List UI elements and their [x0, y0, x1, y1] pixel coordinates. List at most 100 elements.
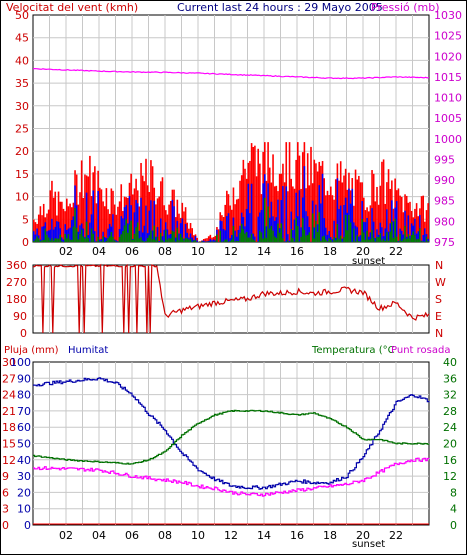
wind-speed-bar — [218, 229, 220, 242]
wind-low-bar — [87, 238, 89, 242]
wind-low-bar — [243, 229, 245, 242]
temperature-title: Temperatura (°C — [311, 345, 395, 356]
humidity-axis-tick-label: 10 — [17, 503, 31, 516]
wind-low-bar — [376, 237, 378, 242]
wind-low-bar — [417, 239, 419, 242]
wind-low-bar — [363, 232, 365, 242]
wind-average-bar — [401, 231, 403, 242]
hour-tick-label: 18 — [323, 245, 337, 258]
wind-low-bar — [246, 232, 248, 242]
wind-low-bar — [219, 231, 221, 242]
wind-speed-bar — [84, 175, 86, 242]
wind-low-bar — [330, 240, 332, 242]
wind-average-bar — [299, 190, 301, 242]
wind-average-bar — [228, 213, 230, 242]
wind-low-bar — [106, 241, 108, 242]
wind-average-bar — [191, 237, 193, 242]
wind-low-bar — [120, 234, 122, 242]
wind-low-bar — [383, 239, 385, 242]
wind-low-bar — [185, 238, 187, 242]
humidity-axis-tick-label: 50 — [17, 438, 31, 451]
wind-low-bar — [167, 240, 169, 242]
wind-average-bar — [223, 229, 225, 242]
wind-low-bar — [413, 231, 415, 242]
wind-low-bar — [328, 238, 330, 242]
wind-low-bar — [277, 224, 279, 242]
wind-speed-bar — [116, 215, 118, 242]
wind-average-bar — [327, 235, 329, 242]
wind-average-bar — [142, 232, 144, 242]
hour-tick-label: 12 — [224, 529, 238, 542]
wind-low-bar — [182, 237, 184, 242]
wind-low-bar — [323, 236, 325, 242]
wind-low-bar — [111, 232, 113, 242]
wind-low-bar — [386, 232, 388, 242]
wind-low-bar — [384, 241, 386, 242]
wind-average-bar — [196, 240, 198, 242]
wind-low-bar — [153, 226, 155, 242]
pressure-axis-tick-label: 1020 — [434, 50, 462, 63]
wind-low-bar — [183, 240, 185, 242]
wind-average-bar — [104, 237, 106, 242]
wind-low-bar — [162, 240, 164, 242]
wind-speed-bar — [256, 176, 258, 242]
wind-low-bar — [74, 208, 76, 242]
wind-low-bar — [259, 231, 261, 242]
wind-low-bar — [317, 232, 319, 242]
wind-low-bar — [391, 222, 393, 242]
wind-low-bar — [132, 240, 134, 242]
wind-low-bar — [345, 215, 347, 242]
wind-low-bar — [343, 237, 345, 242]
wind-average-bar — [285, 186, 287, 242]
wind-average-bar — [424, 228, 426, 242]
wind-low-bar — [130, 221, 132, 242]
wind-low-bar — [361, 219, 363, 242]
wind-low-bar — [304, 230, 306, 242]
pressure-axis-tick-label: 1005 — [434, 112, 462, 125]
wind-low-bar — [338, 239, 340, 242]
wind-low-bar — [287, 240, 289, 242]
wind-low-bar — [322, 237, 324, 242]
pressure-title: Pressió (mb) — [371, 1, 440, 14]
wind-axis-tick-label: 5 — [22, 213, 29, 226]
wind-average-bar — [322, 174, 324, 242]
wind-speed-bar — [254, 146, 256, 242]
wind-speed-bar — [388, 169, 390, 242]
wind-low-bar — [269, 229, 271, 242]
wind-low-bar — [327, 241, 329, 242]
wind-low-bar — [314, 238, 316, 242]
wind-average-bar — [226, 216, 228, 242]
wind-low-bar — [147, 238, 149, 242]
wind-speed-bar — [63, 209, 65, 242]
wind-axis-tick-label: 25 — [15, 123, 29, 136]
humidity-axis-tick-label: 90 — [17, 372, 31, 385]
wind-low-bar — [320, 241, 322, 242]
wind-low-bar — [56, 239, 58, 242]
wind-low-bar — [46, 235, 48, 242]
direction-axis-tick-label: 90 — [13, 310, 27, 323]
wind-average-bar — [289, 241, 291, 242]
compass-label: W — [435, 276, 446, 289]
humidity-axis-tick-label: 20 — [17, 486, 31, 499]
wind-average-bar — [163, 230, 165, 242]
wind-low-bar — [272, 231, 274, 242]
compass-label: E — [435, 310, 442, 323]
humidity-axis-tick-label: 70 — [17, 405, 31, 418]
wind-average-bar — [210, 239, 212, 242]
wind-average-bar — [63, 239, 65, 242]
wind-speed-bar — [383, 159, 385, 242]
wind-low-bar — [91, 229, 93, 242]
wind-low-bar — [226, 239, 228, 242]
hour-tick-label: 02 — [59, 245, 73, 258]
wind-low-bar — [234, 241, 236, 242]
wind-low-bar — [224, 240, 226, 242]
wind-low-bar — [307, 235, 309, 242]
wind-low-bar — [389, 232, 391, 242]
wind-average-bar — [388, 232, 390, 242]
wind-low-bar — [282, 238, 284, 242]
wind-axis-tick-label: 15 — [15, 168, 29, 181]
wind-low-bar — [394, 219, 396, 242]
wind-low-bar — [134, 234, 136, 242]
wind-low-bar — [137, 222, 139, 242]
humidity-axis-tick-label: 30 — [17, 470, 31, 483]
